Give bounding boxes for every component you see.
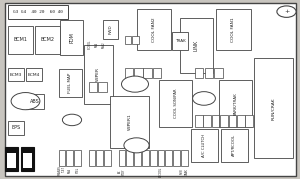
FancyBboxPatch shape: [203, 115, 211, 127]
Text: EPS: EPS: [11, 125, 20, 130]
FancyBboxPatch shape: [26, 68, 42, 81]
FancyBboxPatch shape: [153, 68, 161, 78]
FancyBboxPatch shape: [8, 5, 68, 19]
FancyBboxPatch shape: [190, 129, 218, 162]
FancyBboxPatch shape: [142, 150, 149, 166]
FancyBboxPatch shape: [5, 147, 18, 171]
FancyBboxPatch shape: [136, 9, 171, 50]
FancyBboxPatch shape: [66, 150, 73, 166]
FancyBboxPatch shape: [214, 68, 223, 78]
Text: WIPER: WIPER: [96, 67, 100, 81]
Text: +: +: [284, 9, 289, 14]
FancyBboxPatch shape: [150, 150, 157, 166]
Text: STEL: STEL: [76, 167, 80, 173]
Text: LINK: LINK: [194, 40, 199, 51]
Text: ABS: ABS: [30, 99, 39, 104]
Circle shape: [11, 93, 40, 110]
Text: APT/RCOOL: APT/RCOOL: [232, 134, 236, 156]
Text: BCM3: BCM3: [10, 73, 22, 77]
FancyBboxPatch shape: [124, 68, 133, 78]
FancyBboxPatch shape: [134, 150, 141, 166]
FancyBboxPatch shape: [58, 69, 82, 97]
Text: G3 G4  40 20  60 40: G3 G4 40 20 60 40: [13, 10, 62, 14]
FancyBboxPatch shape: [118, 150, 125, 166]
FancyBboxPatch shape: [219, 80, 252, 127]
Text: COOL FAN1: COOL FAN1: [231, 17, 235, 42]
FancyBboxPatch shape: [220, 129, 248, 162]
Text: FNA: FNA: [94, 42, 99, 47]
Text: FWD: FWD: [109, 25, 113, 34]
FancyBboxPatch shape: [195, 115, 202, 127]
FancyBboxPatch shape: [60, 20, 83, 55]
Text: BCM1: BCM1: [13, 37, 27, 42]
Text: FNA2: FNA2: [102, 41, 106, 48]
Circle shape: [277, 6, 296, 17]
Circle shape: [122, 76, 148, 92]
FancyBboxPatch shape: [159, 80, 192, 127]
FancyBboxPatch shape: [110, 96, 149, 148]
Text: BCM2: BCM2: [40, 37, 54, 42]
FancyBboxPatch shape: [165, 150, 172, 166]
FancyBboxPatch shape: [181, 150, 188, 166]
FancyBboxPatch shape: [180, 18, 213, 73]
FancyBboxPatch shape: [143, 68, 152, 78]
FancyBboxPatch shape: [220, 115, 228, 127]
Text: S-COOL: S-COOL: [87, 40, 92, 49]
FancyBboxPatch shape: [254, 58, 293, 158]
FancyBboxPatch shape: [34, 26, 60, 54]
Text: FRANKS
TLE7: FRANKS TLE7: [58, 165, 66, 175]
Text: RUN/CRAK: RUN/CRAK: [272, 97, 276, 120]
Text: BCM4: BCM4: [28, 73, 40, 77]
Text: COOL SON/PAR: COOL SON/PAR: [173, 89, 178, 118]
FancyBboxPatch shape: [126, 150, 133, 166]
FancyBboxPatch shape: [26, 94, 44, 109]
FancyBboxPatch shape: [245, 115, 253, 127]
FancyBboxPatch shape: [172, 32, 188, 50]
FancyBboxPatch shape: [23, 153, 32, 168]
FancyBboxPatch shape: [216, 9, 250, 50]
Circle shape: [193, 92, 215, 105]
FancyBboxPatch shape: [103, 20, 118, 39]
Text: AC
STDY: AC STDY: [118, 168, 126, 175]
Text: FNA: FNA: [68, 168, 72, 173]
FancyBboxPatch shape: [8, 68, 24, 81]
FancyBboxPatch shape: [98, 82, 106, 92]
FancyBboxPatch shape: [4, 3, 296, 176]
FancyBboxPatch shape: [229, 115, 236, 127]
FancyBboxPatch shape: [7, 153, 16, 168]
Text: PARK/TRAK: PARK/TRAK: [233, 92, 238, 115]
FancyBboxPatch shape: [237, 115, 244, 127]
Circle shape: [124, 138, 149, 153]
Text: A/C CLUTCH: A/C CLUTCH: [202, 134, 206, 157]
Text: TRAK: TRAK: [175, 39, 185, 43]
FancyBboxPatch shape: [88, 82, 97, 92]
FancyBboxPatch shape: [124, 36, 131, 44]
FancyBboxPatch shape: [132, 36, 139, 44]
FancyBboxPatch shape: [8, 121, 24, 135]
FancyBboxPatch shape: [21, 147, 34, 171]
FancyBboxPatch shape: [84, 45, 112, 104]
Text: WIPER1: WIPER1: [128, 113, 132, 130]
FancyBboxPatch shape: [205, 68, 213, 78]
FancyBboxPatch shape: [88, 150, 95, 166]
FancyBboxPatch shape: [158, 150, 164, 166]
FancyBboxPatch shape: [8, 26, 33, 54]
Text: COOL FAN2: COOL FAN2: [152, 17, 156, 42]
Text: FUEL MAP: FUEL MAP: [68, 73, 72, 93]
Text: RUN
CRAK: RUN CRAK: [180, 168, 189, 175]
FancyBboxPatch shape: [96, 150, 103, 166]
FancyBboxPatch shape: [58, 150, 65, 166]
Text: APCOOL: APCOOL: [159, 166, 163, 176]
FancyBboxPatch shape: [74, 150, 81, 166]
Text: PDM: PDM: [69, 32, 74, 43]
FancyBboxPatch shape: [173, 150, 180, 166]
Circle shape: [62, 114, 82, 126]
FancyBboxPatch shape: [195, 68, 203, 78]
FancyBboxPatch shape: [104, 150, 111, 166]
FancyBboxPatch shape: [212, 115, 219, 127]
FancyBboxPatch shape: [134, 68, 142, 78]
